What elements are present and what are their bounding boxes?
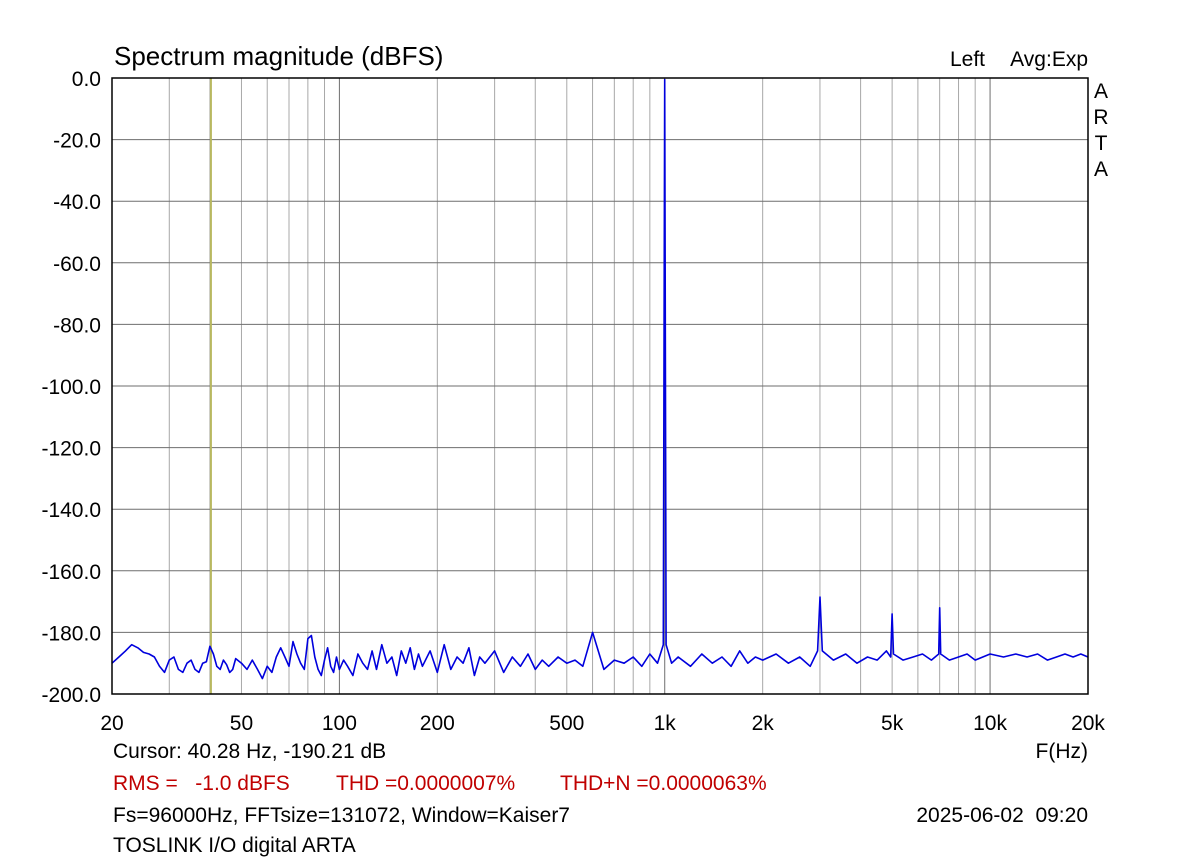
y-tick-label: -80.0: [53, 314, 101, 337]
y-tick-label: -140.0: [41, 499, 101, 522]
y-tick-label: -100.0: [41, 376, 101, 399]
x-tick-label: 20: [100, 712, 123, 735]
x-tick-label: 2k: [752, 712, 775, 735]
y-tick-label: -20.0: [53, 130, 101, 153]
x-tick-label: 500: [549, 712, 584, 735]
y-tick-label: -180.0: [41, 622, 101, 645]
x-tick-label: 10k: [973, 712, 1007, 735]
y-tick-label: -160.0: [41, 561, 101, 584]
x-tick-label: 200: [420, 712, 455, 735]
fft-parameters: Fs=96000Hz, FFTsize=131072, Window=Kaise…: [113, 804, 570, 827]
thdn-readout: THD+N =0.0000063%: [560, 772, 767, 795]
x-tick-label: 1k: [654, 712, 677, 735]
y-tick-label: 0.0: [72, 68, 101, 91]
cursor-readout: Cursor: 40.28 Hz, -190.21 dB: [113, 740, 387, 763]
device-label: TOSLINK I/O digital ARTA: [113, 834, 356, 857]
y-tick-label: -60.0: [53, 253, 101, 276]
averaging-label: Avg:Exp: [1010, 48, 1088, 71]
plot-frame: [111, 77, 1089, 695]
spectrum-line: [111, 78, 1089, 680]
x-tick-label: 100: [322, 712, 357, 735]
spectrum-trace: [111, 78, 1089, 680]
x-axis-unit: F(Hz): [1035, 740, 1088, 763]
thd-readout: THD =0.0000007%: [336, 772, 516, 795]
y-tick-label: -120.0: [41, 438, 101, 461]
chart-title: Spectrum magnitude (dBFS): [114, 41, 443, 71]
measurement-datetime: 2025-06-02 09:20: [916, 804, 1088, 827]
x-tick-label: 20k: [1071, 712, 1105, 735]
grid-lines: [112, 78, 1088, 694]
y-tick-label: -200.0: [41, 684, 101, 707]
y-tick-labels: 0.0 -20.0 -40.0 -60.0 -80.0 -100.0 -120.0 -140.…: [41, 68, 101, 707]
x-tick-label: 5k: [881, 712, 904, 735]
channel-label: Left: [950, 48, 985, 71]
y-tick-label: -40.0: [53, 191, 101, 214]
x-tick-label: 50: [230, 712, 253, 735]
rms-readout: RMS = -1.0 dBFS: [113, 772, 290, 795]
x-tick-labels: 20 50 100 200 500 1k 2k 5k 10k 20k: [100, 712, 1105, 735]
